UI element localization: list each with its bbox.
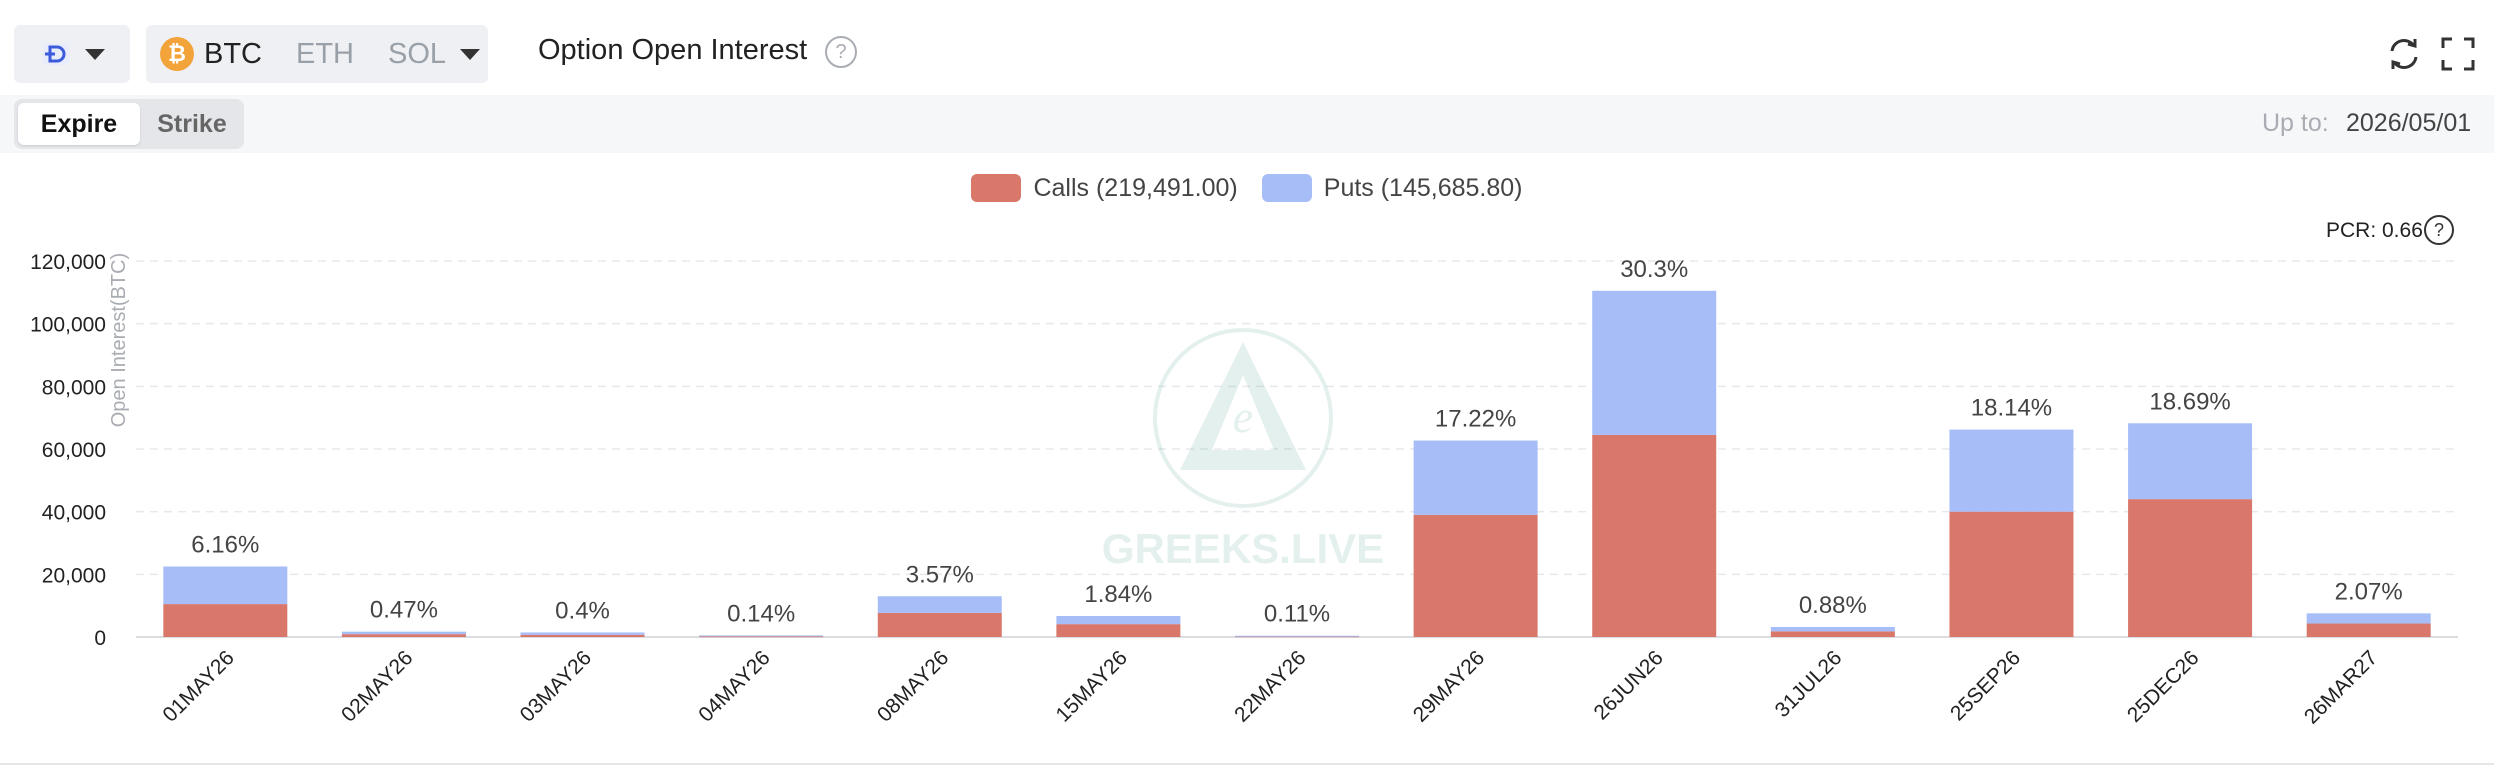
bar-calls	[1592, 434, 1717, 637]
bar-puts	[1056, 616, 1181, 625]
divider	[0, 763, 2494, 765]
bar-puts	[341, 631, 466, 635]
data-label: 0.14%	[727, 600, 795, 627]
data-label: 18.69%	[2149, 388, 2230, 415]
y-tick-label: 100,000	[30, 314, 106, 337]
bar-puts	[163, 566, 288, 605]
data-label: 1.84%	[1084, 581, 1152, 608]
y-tick-label: 20,000	[42, 564, 106, 587]
data-label: 17.22%	[1435, 406, 1516, 433]
bar-calls	[2128, 499, 2253, 637]
y-axis: 0 20,000 40,000 60,000 80,000 100,000 120,000	[30, 251, 106, 650]
view-toggle: Expire Strike	[14, 99, 244, 149]
bar-puts	[877, 596, 1002, 613]
x-tick-label: 03MAY26	[516, 646, 596, 726]
x-tick-label: 01MAY26	[158, 646, 238, 726]
data-label: 6.16%	[191, 532, 259, 559]
legend-calls[interactable]: Calls (219,491.00)	[971, 170, 1238, 206]
pcr-help-icon[interactable]: ?	[2424, 215, 2454, 245]
y-tick-label: 40,000	[42, 502, 106, 525]
x-tick-label: 31JUL26	[1771, 646, 1847, 722]
legend-puts-label: Puts (145,685.80)	[1323, 173, 1523, 202]
refresh-icon[interactable]	[2386, 36, 2422, 72]
bar-calls	[1949, 511, 2074, 637]
x-tick-label: 29MAY26	[1409, 646, 1489, 726]
upto-date[interactable]: 2026/05/01	[2346, 109, 2472, 137]
bar-puts	[1235, 635, 1359, 637]
data-label: 30.3%	[1620, 256, 1688, 283]
legend-calls-label: Calls (219,491.00)	[1033, 173, 1238, 202]
bar-puts	[2128, 423, 2253, 500]
bars: 6.16% 0.47% 0.4% 0.14% 3.57% 1.84% 0.11% 17.22%…	[163, 256, 2431, 638]
data-label: 0.4%	[555, 597, 610, 624]
coin-sol[interactable]: SOL	[388, 37, 447, 70]
y-tick-label: 120,000	[30, 251, 106, 274]
y-tick-label: 60,000	[42, 439, 106, 462]
data-label: 18.14%	[1971, 395, 2052, 422]
x-tick-label: 22MAY26	[1230, 646, 1310, 726]
tab-expire[interactable]: Expire	[18, 103, 140, 145]
legend-puts[interactable]: Puts (145,685.80)	[1261, 170, 1523, 206]
x-axis: 01MAY26 02MAY26 03MAY26 04MAY26 08MAY26 15MAY…	[158, 646, 2382, 728]
bar-calls	[1056, 624, 1181, 637]
x-tick-label: 08MAY26	[873, 646, 953, 726]
exchange-select[interactable]	[14, 25, 130, 83]
pcr-value: PCR: 0.66	[2326, 219, 2423, 242]
grid-lines	[136, 260, 2458, 638]
chart-legend: Calls (219,491.00) Puts (145,685.80)	[0, 170, 2494, 206]
calls-swatch	[971, 174, 1022, 202]
data-label: 0.47%	[370, 597, 438, 624]
filter-bar: Expire Strike Up to: 2026/05/01	[0, 95, 2494, 153]
y-axis-label: Open Interest(BTC)	[108, 253, 130, 428]
bar-puts	[1592, 290, 1717, 435]
fullscreen-icon[interactable]	[2440, 36, 2476, 72]
x-tick-label: 25SEP26	[1946, 646, 2025, 725]
bar-calls	[163, 604, 288, 637]
y-tick-label: 0	[94, 627, 106, 650]
coin-selector: ₿ BTC ETH SOL	[146, 25, 488, 83]
x-tick-label: 04MAY26	[694, 646, 774, 726]
top-bar: ₿ BTC ETH SOL Option Open Interest ?	[0, 0, 2494, 95]
x-tick-label: 26JUN26	[1590, 646, 1668, 724]
bar-puts	[1949, 429, 2074, 512]
bar-calls	[1770, 631, 1895, 637]
bar-puts	[2306, 613, 2431, 624]
chevron-down-icon	[85, 48, 105, 60]
bar-puts	[520, 632, 645, 635]
watermark-text: GREEKS.LIVE	[1102, 525, 1384, 572]
x-tick-label: 26MAR27	[2300, 646, 2382, 728]
upto-label: Up to:	[2262, 109, 2329, 137]
x-tick-label: 02MAY26	[337, 646, 417, 726]
bar-calls	[1413, 514, 1538, 637]
watermark-circle-icon	[1153, 328, 1333, 508]
bar-puts	[1413, 440, 1538, 515]
coin-btc[interactable]: BTC	[204, 37, 262, 70]
bar-calls	[699, 636, 824, 638]
bar-calls	[877, 612, 1002, 637]
data-label: 2.07%	[2335, 578, 2403, 605]
watermark-e-icon: e	[1233, 391, 1253, 442]
watermark-triangle-icon	[1180, 342, 1306, 470]
btc-icon: ₿	[160, 37, 194, 71]
data-label: 0.11%	[1264, 601, 1330, 628]
data-label: 3.57%	[906, 561, 974, 588]
bar-calls	[2306, 623, 2431, 637]
page-title: Option Open Interest	[538, 34, 808, 66]
coin-eth[interactable]: ETH	[296, 37, 354, 70]
chevron-down-icon[interactable]	[460, 48, 481, 60]
puts-swatch	[1261, 174, 1312, 202]
y-tick-label: 80,000	[42, 376, 106, 399]
bar-calls	[341, 634, 466, 637]
bar-calls	[520, 634, 645, 637]
data-label: 0.88%	[1799, 592, 1867, 619]
x-tick-label: 15MAY26	[1052, 646, 1132, 726]
deribit-logo-icon	[39, 37, 73, 71]
bar-puts	[1770, 626, 1895, 632]
watermark: e GREEKS.LIVE	[1102, 328, 1384, 572]
help-icon[interactable]: ?	[825, 36, 857, 68]
bar-puts	[699, 635, 824, 637]
x-tick-label: 25DEC26	[2123, 646, 2204, 727]
tab-strike[interactable]: Strike	[157, 109, 227, 138]
